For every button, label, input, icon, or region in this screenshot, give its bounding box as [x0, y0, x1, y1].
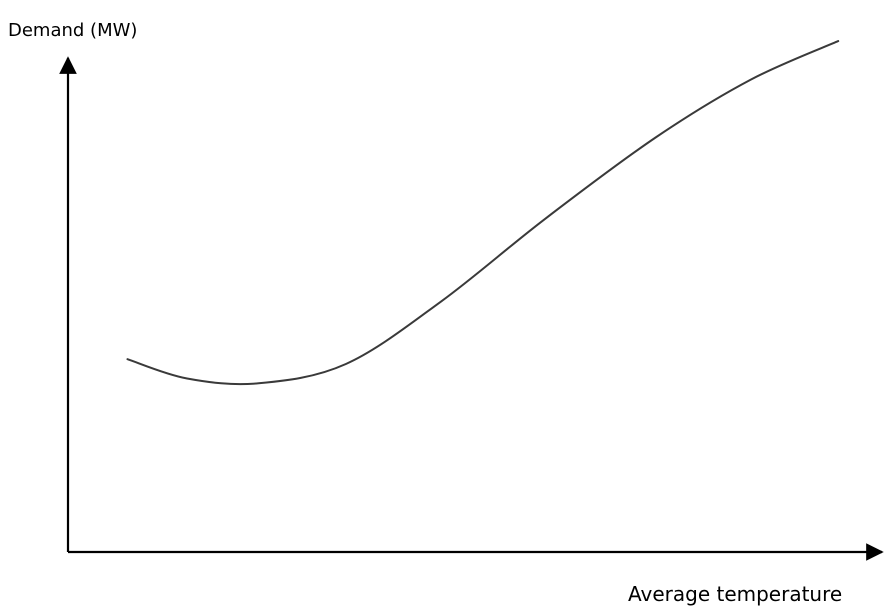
x-axis-label: Average temperature — [628, 582, 842, 606]
demand-curve-line — [126, 40, 840, 386]
y-axis-label: Demand (MW) — [8, 20, 137, 41]
